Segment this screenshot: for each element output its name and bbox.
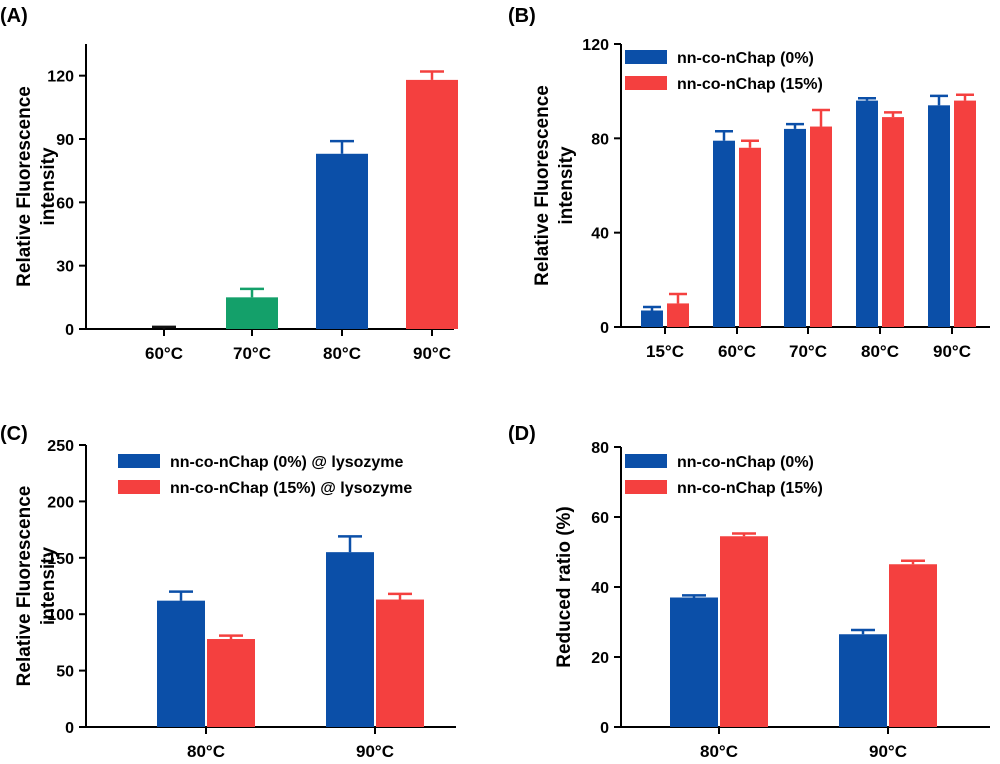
bar: [326, 552, 374, 727]
legend-swatch: [625, 480, 667, 494]
y-tick-label: 120: [582, 37, 609, 54]
x-tick-label: 15°C: [646, 342, 684, 361]
chart-panel-1: (A) 0 30 60 90 120 Relative Fluorescence intens…: [0, 5, 458, 363]
bar: [810, 126, 832, 328]
x-tick-label: 80°C: [187, 742, 225, 761]
x-tick-label: 70°C: [789, 342, 827, 361]
bar: [376, 599, 424, 727]
y-tick-label: 60: [591, 510, 609, 527]
legend-swatch: [625, 76, 667, 90]
bar: [406, 79, 458, 329]
legend-swatch: [118, 480, 160, 494]
bar: [928, 105, 950, 327]
x-tick-label: 70°C: [233, 344, 271, 363]
bar: [316, 153, 368, 329]
legend-label: nn-co-nChap (0%): [677, 50, 814, 67]
y-tick-label: 20: [591, 650, 609, 667]
x-tick-label: 80°C: [700, 742, 738, 761]
y-tick-label: 30: [56, 259, 74, 276]
y-axis-label: intensity: [556, 146, 577, 225]
y-axis-label: Reduced ratio (%): [554, 506, 575, 668]
y-tick-label: 250: [47, 438, 74, 455]
bar: [889, 564, 937, 727]
legend-swatch: [625, 50, 667, 64]
y-tick-label: 200: [47, 494, 74, 511]
x-tick-label: 80°C: [861, 342, 899, 361]
y-tick-label: 0: [600, 720, 609, 737]
x-tick-label: 60°C: [145, 344, 183, 363]
legend: nn-co-nChap (0%) @ lysozyme nn-co-nChap (…: [118, 454, 412, 497]
y-tick-label: 80: [591, 131, 609, 148]
legend-swatch: [625, 454, 667, 468]
bar: [207, 639, 255, 727]
bar: [784, 128, 806, 327]
y-tick-label: 0: [600, 320, 609, 337]
y-tick-label: 40: [591, 226, 609, 243]
y-axis-label: Relative Fluorescence: [14, 86, 35, 287]
panel-label: (B): [508, 5, 536, 27]
y-axis-label: Relative Fluorescence: [532, 85, 553, 286]
y-tick-label: 0: [65, 720, 74, 737]
chart-panel-2: (B) 0 40 80 120 Relative Fluorescence intensit…: [508, 5, 990, 361]
bar: [713, 140, 735, 327]
legend-label: nn-co-nChap (15%): [677, 76, 823, 93]
y-tick-label: 90: [56, 132, 74, 149]
y-axis-label: Relative Fluorescence: [14, 486, 35, 687]
bar: [839, 634, 887, 727]
bar: [641, 310, 663, 327]
chart-panel-3: (C) 0 50 100 150 200 250 Relative Fluorescence i…: [0, 423, 456, 761]
y-axis-label: intensity: [38, 547, 59, 626]
y-tick-label: 80: [591, 440, 609, 457]
y-tick-label: 100: [47, 607, 74, 624]
y-tick-label: 40: [591, 580, 609, 597]
panel-label: (D): [508, 423, 536, 445]
legend: nn-co-nChap (0%) nn-co-nChap (15%): [625, 50, 823, 93]
bar: [739, 147, 761, 327]
panel-label: (A): [0, 5, 28, 27]
x-tick-label: 90°C: [356, 742, 394, 761]
y-tick-label: 60: [56, 195, 74, 212]
y-tick-label: 0: [65, 322, 74, 339]
bar: [670, 597, 718, 727]
legend: nn-co-nChap (0%) nn-co-nChap (15%): [625, 454, 823, 497]
x-tick-label: 60°C: [718, 342, 756, 361]
legend-label: nn-co-nChap (0%) @ lysozyme: [170, 454, 404, 471]
legend-label: nn-co-nChap (15%): [677, 480, 823, 497]
bar: [856, 100, 878, 327]
x-tick-label: 90°C: [413, 344, 451, 363]
bar: [667, 303, 689, 327]
x-tick-label: 90°C: [933, 342, 971, 361]
bar: [226, 297, 278, 329]
x-tick-label: 80°C: [323, 344, 361, 363]
y-tick-label: 150: [47, 551, 74, 568]
y-tick-label: 50: [56, 664, 74, 681]
bar: [882, 117, 904, 327]
y-axis-label: intensity: [38, 147, 59, 226]
legend-label: nn-co-nChap (0%): [677, 454, 814, 471]
legend-swatch: [118, 454, 160, 468]
y-tick-label: 120: [47, 69, 74, 86]
x-tick-label: 90°C: [869, 742, 907, 761]
legend-label: nn-co-nChap (15%) @ lysozyme: [170, 480, 412, 497]
bar: [954, 100, 976, 327]
bar: [157, 600, 205, 727]
panel-label: (C): [0, 423, 28, 445]
bar: [720, 536, 768, 727]
chart-panel-4: (D) 0 20 40 60 80 Reduced ratio (%) 80°C 90°C nn-…: [508, 423, 990, 761]
